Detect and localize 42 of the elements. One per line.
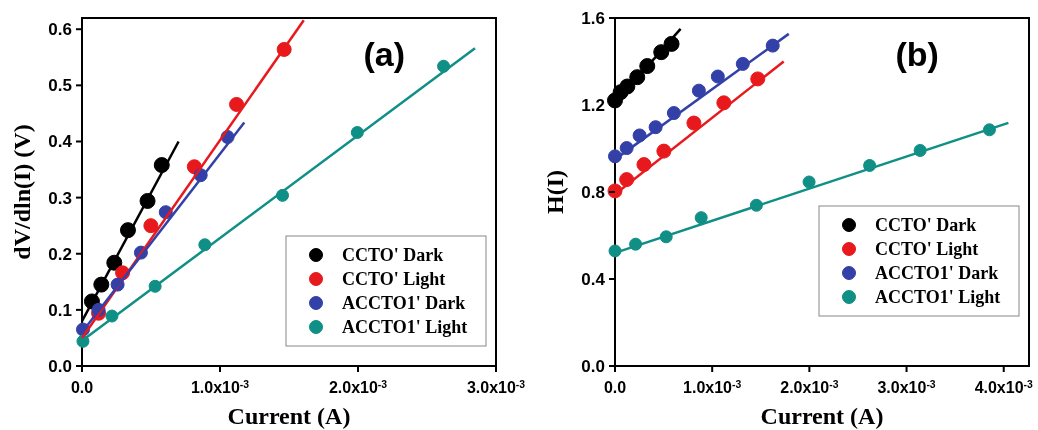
x-tick-label: 1.0x10$^{-3}$: [190, 378, 250, 396]
y-axis-title: H(I): [542, 170, 568, 214]
point: [710, 69, 725, 84]
x-tick-label: 0.0: [603, 379, 627, 396]
x-tick-label: 3.0x10$^{-3}$: [877, 378, 936, 396]
x-tick-label: 2.0x10$^{-3}$: [780, 378, 839, 396]
y-tick-label: 1.2: [581, 96, 605, 115]
y-tick-label: 0.2: [48, 244, 72, 264]
y-tick-label: 0.0: [48, 357, 72, 376]
point: [694, 211, 708, 225]
annotation: (a): [363, 35, 405, 73]
x-tick-label: 4.0x10$^{-3}$: [974, 378, 1034, 396]
y-tick-label: 0.4: [581, 270, 606, 289]
y-tick-label: 0.0: [581, 357, 605, 376]
x-axis-title: Current (A): [227, 403, 351, 429]
point: [691, 83, 706, 98]
x-tick-label: 1.0x10$^{-3}$: [683, 378, 742, 396]
x-tick-label: 3.0x10$^{-3}$: [466, 378, 526, 396]
y-tick-label: 0.4: [48, 132, 73, 152]
y-tick-label: 1.6: [581, 9, 605, 28]
legend-label: CCTO' Light: [342, 269, 446, 289]
y-tick-label: 0.3: [48, 188, 72, 208]
y-tick-label: 0.8: [581, 183, 605, 202]
annotation: (b): [895, 35, 939, 73]
y-tick-label: 0.1: [48, 300, 72, 320]
x-tick-label: 0.0: [70, 379, 94, 396]
y-tick-label: 0.6: [48, 20, 72, 40]
x-axis-title: Current (A): [760, 403, 884, 429]
legend-label: ACCTO1' Light: [875, 287, 1001, 307]
legend-label: ACCTO1' Dark: [875, 263, 999, 283]
legend-label: ACCTO1' Dark: [342, 293, 466, 313]
point: [686, 115, 702, 131]
y-axis-title: dV/dln(I) (V): [9, 124, 35, 260]
legend-label: ACCTO1' Light: [342, 317, 468, 337]
legend-label: CCTO' Light: [875, 239, 979, 259]
legend-label: CCTO' Dark: [875, 215, 977, 235]
point: [229, 96, 245, 112]
point: [802, 175, 816, 189]
legend-label: CCTO' Dark: [342, 245, 444, 265]
point: [143, 218, 159, 234]
x-tick-label: 2.0x10$^{-3}$: [328, 378, 388, 396]
y-tick-label: 0.5: [48, 76, 72, 96]
